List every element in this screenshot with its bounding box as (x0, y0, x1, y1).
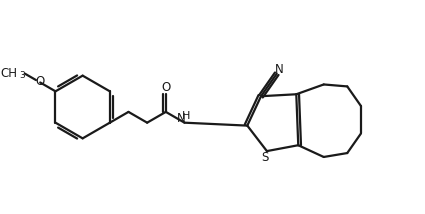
Text: N: N (275, 63, 284, 76)
Text: CH: CH (0, 67, 17, 80)
Text: 3: 3 (19, 71, 25, 80)
Text: H: H (182, 111, 191, 121)
Text: O: O (161, 81, 170, 94)
Text: N: N (177, 112, 186, 125)
Text: O: O (36, 75, 45, 88)
Text: S: S (261, 152, 269, 165)
